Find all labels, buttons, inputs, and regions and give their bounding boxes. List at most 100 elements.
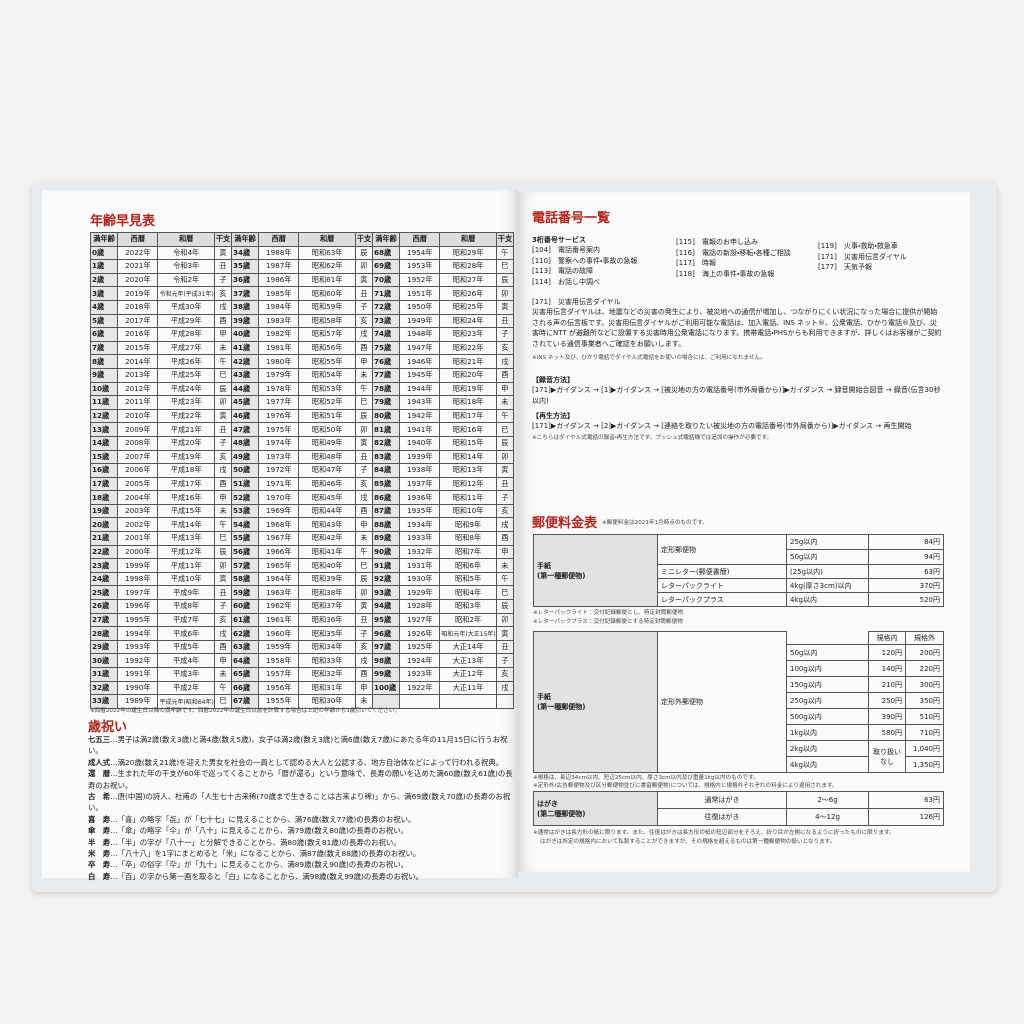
age-cell: 昭和15年 [439, 435, 497, 451]
age-cell: 平成12年 [157, 544, 215, 560]
age-cell: 巳 [354, 558, 373, 573]
age-cell: 15歳 [89, 449, 119, 465]
service-item: [116] 電話の新設・移転・各種ご相談 [676, 248, 816, 259]
age-cell: 卯 [354, 422, 373, 437]
age-cell: 昭和28年 [439, 259, 497, 274]
age-cell: 1987年 [258, 259, 300, 274]
service-item: [171] 災害用伝言ダイヤル [818, 252, 958, 263]
age-row: 27歳 1995年 平成7年亥 61歳 1961年 昭和36年丑 95歳 1927年 昭和2年卯 [89, 612, 515, 628]
age-cell: 91歳 [371, 558, 401, 573]
age-cell: 令和3年 [157, 259, 215, 274]
age-cell: 辰 [213, 544, 232, 560]
nonstandard-table: 手紙 (第一種郵便物) 定形外郵便物 規格内 規格外 50g以内 120円 200円 … [533, 631, 944, 773]
age-cell: 寅 [354, 599, 373, 614]
age-cell: 寅 [213, 571, 232, 587]
age-cell: 95歳 [371, 612, 401, 628]
age-cell: 1979年 [258, 367, 300, 383]
age-cell: 65歳 [230, 667, 260, 682]
age-row: 10歳 2012年 平成24年辰 44歳 1978年 昭和53年午 78歳 1944年 昭和19… [89, 381, 515, 397]
age-cell: 43歳 [230, 367, 260, 383]
age-cell: 2021年 [117, 259, 159, 274]
age-row: 33歳 1989年 平成元年(昭和64年) 巳 67歳 1955年 昭和30年未 [89, 694, 515, 709]
cell: 250円 [868, 692, 906, 709]
age-cell: 丑 [213, 259, 232, 274]
age-cell: 平成7年 [157, 612, 215, 628]
postal-title: 郵便料金表 [532, 516, 598, 531]
cell-text: はがき [537, 799, 558, 808]
age-cell: 昭和37年 [298, 599, 356, 614]
age-cell: 午 [495, 245, 515, 261]
age-cell: 1947年 [399, 340, 441, 356]
age-cell: 1956年 [258, 680, 300, 696]
age-cell: 卯 [354, 259, 373, 274]
service-code: [118] [676, 269, 695, 278]
cell: 250g以内 [786, 692, 869, 709]
cell: 手紙 (第一種郵便物) [533, 631, 658, 773]
age-cell: 2歳 [89, 272, 119, 288]
age-cell: 戌 [213, 626, 232, 641]
age-row: 17歳 2005年 平成17年酉 51歳 1971年 昭和46年亥 85歳 1937年 昭和12… [89, 476, 515, 492]
service-code: [117] [676, 259, 695, 267]
dial171-heading: [171] 災害用伝言ダイヤル [532, 298, 621, 306]
cell: レターパックライト [657, 578, 787, 593]
age-cell: 2015年 [117, 340, 159, 356]
cell: 1kg以内 [786, 724, 869, 741]
age-cell: 69歳 [371, 259, 401, 274]
age-cell: 午 [213, 354, 232, 369]
age-cell: 昭和12年 [439, 476, 497, 492]
age-cell: 1992年 [117, 653, 159, 668]
age-cell: 2022年 [117, 245, 159, 261]
celebration-item: 成人式…満20歳(数え21歳)を迎えた男女を社会の一員として認める大人と公認する… [88, 757, 513, 768]
age-cell: 戌 [354, 653, 373, 668]
age-cell: 98歳 [371, 653, 401, 668]
postcard-table: はがき (第二種郵便物) 通常はがき 2〜6g 63円 往復はがき 4〜12g 126… [533, 791, 944, 826]
celebrations-title: 歳祝い [88, 720, 128, 735]
age-cell: 平成26年 [157, 354, 215, 369]
age-cell: 丑 [495, 313, 515, 329]
age-cell: 66歳 [230, 680, 260, 696]
cell: 2kg以内 [786, 740, 869, 757]
age-cell: 1934年 [399, 517, 441, 533]
age-cell: 昭和43年 [298, 517, 356, 533]
age-cell: 1986年 [258, 272, 300, 288]
age-cell: 1985年 [258, 286, 300, 301]
service-code: [177] [818, 263, 837, 271]
age-cell: 40歳 [230, 327, 260, 342]
age-row: 12歳 2010年 平成22年寅 46歳 1976年 昭和51年辰 80歳 1942年 昭和17… [89, 408, 515, 424]
service-code: [116] [676, 248, 695, 257]
age-cell: 昭和54年 [298, 367, 356, 383]
age-cell: 90歳 [371, 544, 401, 560]
age-cell: 平成29年 [157, 313, 215, 329]
cell: 定形外郵便物 [657, 631, 787, 773]
age-cell: 酉 [495, 367, 515, 383]
age-cell: 1998年 [117, 571, 159, 587]
age-cell: 49歳 [230, 449, 260, 465]
age-cell: 71歳 [371, 286, 401, 301]
dial171-body: 災害用伝言ダイヤルは、地震などの災害の発生により、被災地への通信が増加し、つなが… [532, 308, 942, 348]
age-cell: 亥 [213, 612, 232, 628]
age-cell: 61歳 [230, 612, 260, 628]
age-cell: 昭和17年 [439, 408, 497, 424]
celebration-item: 七五三…男子は満2歳(数え3歳)と満4歳(数え5歳)、女子は満2歳(数え3歳)と… [88, 734, 513, 757]
age-cell: 平成10年 [157, 571, 215, 587]
age-cell: 丑 [495, 639, 515, 655]
age-cell: 14歳 [89, 435, 119, 451]
age-cell: 5歳 [89, 313, 119, 329]
age-cell: 丑 [213, 585, 232, 601]
header-row: 満年齢 西暦 和暦 干支 満年齢 西暦 和暦 干支 満年齢 西暦 和暦 干支 [89, 232, 515, 247]
age-cell: 34歳 [230, 245, 260, 261]
cell: 126円 [868, 808, 944, 826]
age-cell: 1951年 [399, 286, 441, 301]
age-cell: 2000年 [117, 544, 159, 560]
age-cell: 昭和30年 [298, 694, 356, 709]
service-item: [177] 天気予報 [818, 262, 958, 273]
age-cell: 辰 [495, 272, 515, 288]
age-row: 2歳 2020年 令和2年子 36歳 1986年 昭和61年寅 70歳 1952年 昭和27年辰 [89, 272, 515, 288]
cell-text: 手紙 [537, 693, 551, 701]
age-row: 3歳 2019年 令和元年(平成31年) 亥 37歳 1985年 昭和60年丑 71歳 1951… [89, 286, 515, 301]
age-cell: 1966年 [258, 544, 300, 560]
age-cell: 昭和10年 [439, 503, 497, 519]
age-cell: 1959年 [258, 639, 300, 655]
age-row: 9歳 2013年 平成25年巳 43歳 1979年 昭和54年未 77歳 1945年 昭和20年… [89, 367, 515, 383]
